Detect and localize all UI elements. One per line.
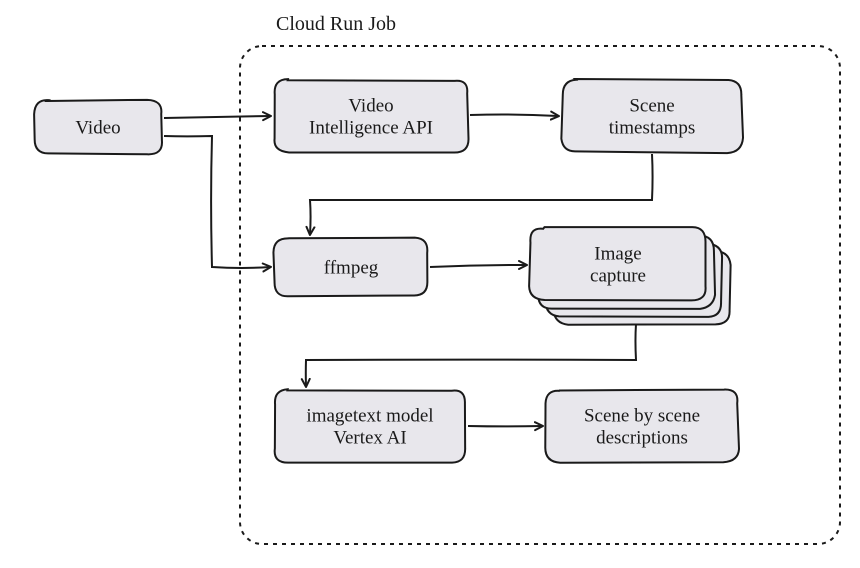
node-ffmpeg-label-line-0: ffmpeg xyxy=(324,257,379,278)
container-title: Cloud Run Job xyxy=(276,13,396,35)
node-timestamps-label-line-1: timestamps xyxy=(609,117,696,138)
node-vi_api: VideoIntelligence API xyxy=(274,79,468,152)
edge-vi_api-to-timestamps xyxy=(470,114,558,116)
node-imgcap-label-line-0: Image xyxy=(594,243,641,264)
node-video-label-line-0: Video xyxy=(75,117,120,138)
edge-video-to-vi_api xyxy=(164,116,270,118)
node-scenedesc: Scene by scenedescriptions xyxy=(545,390,739,463)
node-vi_api-label-line-1: Intelligence API xyxy=(309,117,433,138)
node-scenedesc-label-line-0: Scene by scene xyxy=(584,405,700,426)
node-imagetext-label-line-1: Vertex AI xyxy=(333,427,406,448)
node-scenedesc-label-line-1: descriptions xyxy=(596,427,688,448)
node-timestamps-label-line-0: Scene xyxy=(629,95,674,116)
node-imagetext-label-line-0: imagetext model xyxy=(306,405,433,426)
node-imgcap-label-line-1: capture xyxy=(590,265,646,286)
edge-timestamps-to-ffmpeg xyxy=(310,154,653,234)
node-vi_api-label-line-0: Video xyxy=(348,95,393,116)
node-imagetext: imagetext modelVertex AI xyxy=(275,389,465,462)
node-ffmpeg: ffmpeg xyxy=(273,238,427,297)
node-timestamps: Scenetimestamps xyxy=(561,79,743,153)
node-video: Video xyxy=(34,100,162,154)
node-imgcap: Imagecapture xyxy=(529,227,731,325)
edge-ffmpeg-to-imgcap xyxy=(430,265,526,267)
edge-video-to-ffmpeg xyxy=(164,136,270,268)
edge-imgcap-to-imagetext xyxy=(306,324,636,386)
